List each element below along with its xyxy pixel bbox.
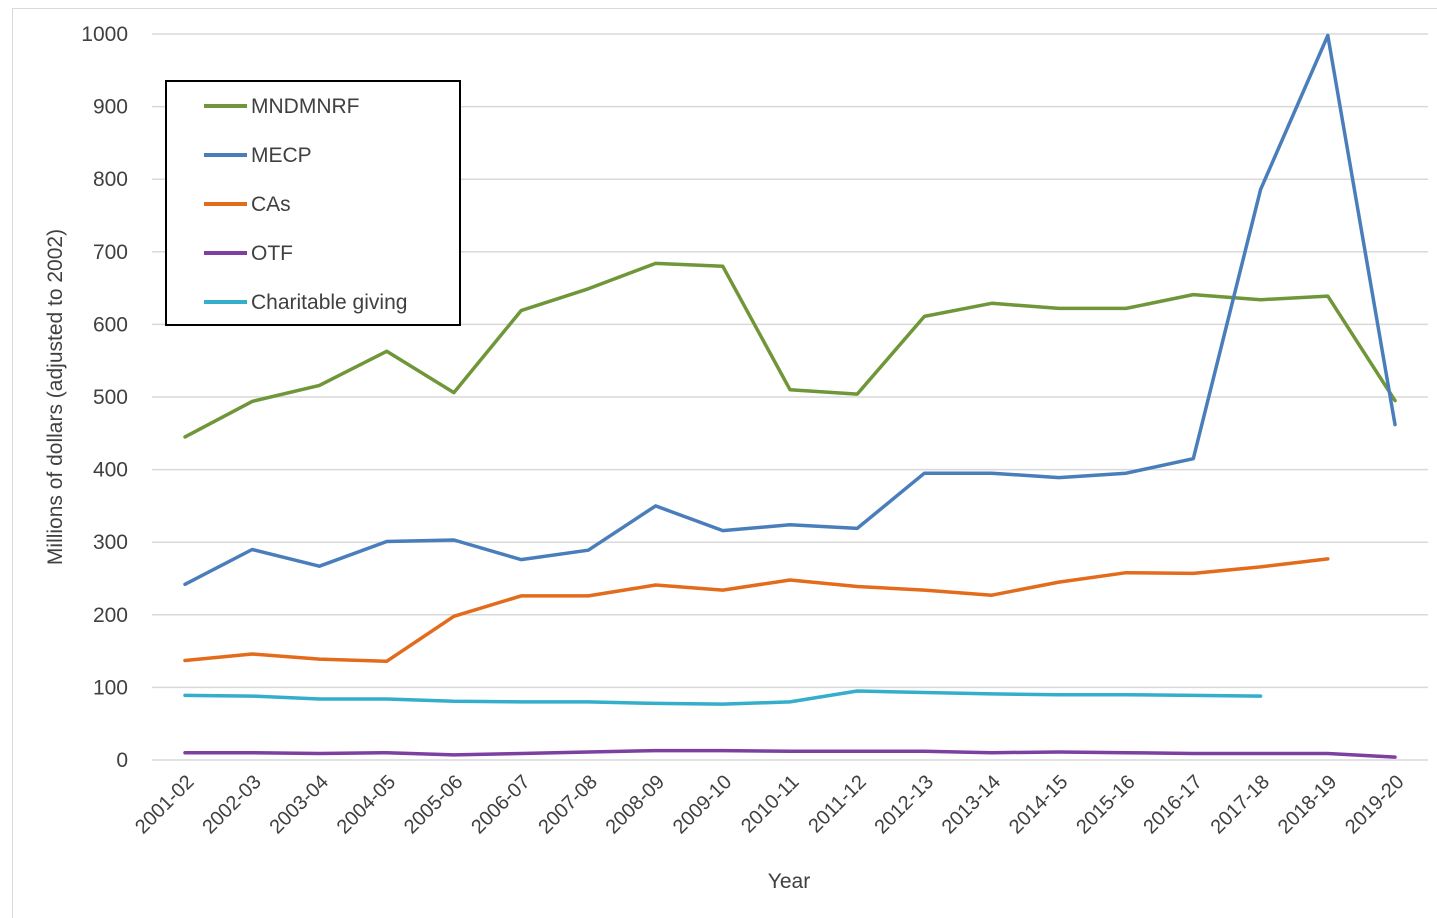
x-axis-title: Year xyxy=(768,870,810,893)
x-tick-label: 2006-07 xyxy=(467,771,534,838)
series-line-charitable-giving xyxy=(183,689,1263,706)
y-tick-label: 500 xyxy=(93,386,128,409)
x-tick-label: 2004-05 xyxy=(333,771,400,838)
legend-label: OTF xyxy=(251,242,293,265)
x-tick-label: 2001-02 xyxy=(131,771,198,838)
series-line-otf xyxy=(183,748,1397,759)
y-axis-title: Millions of dollars (adjusted to 2002) xyxy=(44,229,67,565)
series-lines xyxy=(183,33,1397,759)
x-tick-label: 2010-11 xyxy=(737,771,803,837)
series-line-mecp xyxy=(183,33,1397,587)
x-axis-ticks: 2001-02 2002-03 2003-04 2004-05 2005-06 2006-… xyxy=(131,771,1408,838)
x-tick-label: 2018-19 xyxy=(1274,771,1341,838)
y-tick-label: 0 xyxy=(116,749,128,772)
x-tick-label: 2008-09 xyxy=(602,771,669,838)
x-tick-label: 2012-13 xyxy=(871,771,938,838)
series-line-mndmnrf xyxy=(183,261,1397,439)
y-tick-label: 100 xyxy=(93,676,128,699)
y-tick-label: 700 xyxy=(93,241,128,264)
x-tick-label: 2011-12 xyxy=(804,771,870,837)
y-tick-label: 400 xyxy=(93,459,128,482)
y-axis-ticks: 0 100 200 300 400 500 600 700 800 900 1000 xyxy=(81,23,128,772)
y-tick-label: 600 xyxy=(93,313,128,336)
y-tick-label: 1000 xyxy=(81,23,128,46)
x-tick-label: 2019-20 xyxy=(1341,771,1408,838)
x-tick-label: 2017-18 xyxy=(1207,771,1274,838)
y-tick-label: 300 xyxy=(93,531,128,554)
x-tick-label: 2013-14 xyxy=(938,771,1005,838)
x-tick-label: 2009-10 xyxy=(669,771,736,838)
y-tick-label: 800 xyxy=(93,168,128,191)
y-tick-label: 900 xyxy=(93,96,128,119)
y-tick-label: 200 xyxy=(93,604,128,627)
x-tick-label: 2016-17 xyxy=(1139,771,1206,838)
x-tick-label: 2014-15 xyxy=(1005,771,1072,838)
x-tick-label: 2002-03 xyxy=(198,771,265,838)
legend-label: MNDMNRF xyxy=(251,95,359,118)
legend: MNDMNRF MECP CAs OTF Charitable giving xyxy=(165,80,461,326)
legend-label: CAs xyxy=(251,193,291,216)
x-tick-label: 2007-08 xyxy=(534,771,601,838)
x-tick-label: 2003-04 xyxy=(266,771,333,838)
x-tick-label: 2015-16 xyxy=(1072,771,1139,838)
x-tick-label: 2005-06 xyxy=(400,771,467,838)
legend-label: Charitable giving xyxy=(251,291,407,314)
legend-label: MECP xyxy=(251,144,312,167)
series-line-cas xyxy=(183,557,1330,664)
